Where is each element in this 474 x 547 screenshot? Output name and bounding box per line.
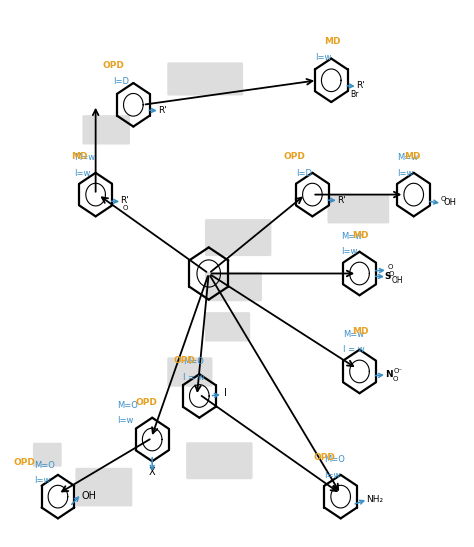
Text: OPD: OPD <box>103 61 125 70</box>
Text: M=w: M=w <box>343 330 364 339</box>
Text: I = w: I = w <box>343 345 365 354</box>
FancyBboxPatch shape <box>167 62 243 96</box>
Text: M=O: M=O <box>183 357 204 366</box>
Text: OH: OH <box>392 276 403 286</box>
Text: I=w: I=w <box>35 476 51 485</box>
Text: M=O: M=O <box>324 455 345 464</box>
Text: I=w: I=w <box>324 470 340 480</box>
Text: M=w: M=w <box>341 232 362 241</box>
Text: O: O <box>389 271 394 277</box>
FancyBboxPatch shape <box>75 468 132 507</box>
Text: I=w: I=w <box>117 416 133 425</box>
Text: M=w: M=w <box>74 153 96 162</box>
FancyBboxPatch shape <box>186 442 253 479</box>
Text: OH: OH <box>444 199 457 207</box>
Text: O: O <box>440 196 446 202</box>
Text: MD: MD <box>353 328 369 336</box>
Text: OPD: OPD <box>136 398 157 407</box>
Text: X: X <box>149 467 155 477</box>
Text: OPD: OPD <box>283 152 305 161</box>
Text: O⁻: O⁻ <box>393 368 402 374</box>
Text: R': R' <box>120 196 129 205</box>
Text: M=w: M=w <box>397 153 419 162</box>
Text: I=D: I=D <box>296 168 312 178</box>
Text: MD: MD <box>404 152 421 161</box>
Text: S: S <box>384 272 391 281</box>
Text: OPD: OPD <box>314 452 336 462</box>
Text: R': R' <box>337 196 346 205</box>
Text: I=D: I=D <box>114 77 129 86</box>
Text: I=w: I=w <box>341 247 357 257</box>
Text: O: O <box>392 376 398 382</box>
Text: O: O <box>388 264 393 270</box>
Text: I: I <box>224 388 227 398</box>
Text: O: O <box>123 205 128 211</box>
Text: MD: MD <box>71 152 88 161</box>
Text: R': R' <box>158 106 166 115</box>
Text: OH: OH <box>82 491 97 502</box>
Text: I=w: I=w <box>315 53 331 62</box>
Text: R': R' <box>356 82 365 90</box>
Text: OPD: OPD <box>13 458 35 467</box>
Text: I=w: I=w <box>74 168 91 178</box>
FancyBboxPatch shape <box>205 312 250 341</box>
Text: MD: MD <box>324 37 341 46</box>
FancyBboxPatch shape <box>205 219 272 256</box>
Text: N: N <box>385 370 393 379</box>
FancyBboxPatch shape <box>167 357 212 387</box>
Text: M=O: M=O <box>117 401 138 410</box>
Text: I = w: I = w <box>183 373 204 382</box>
FancyBboxPatch shape <box>205 272 262 301</box>
Text: NH₂: NH₂ <box>366 495 384 504</box>
Text: Br: Br <box>350 90 358 98</box>
Text: OPD: OPD <box>173 356 195 365</box>
Text: I=w: I=w <box>397 168 414 178</box>
Text: MD: MD <box>353 231 369 240</box>
FancyBboxPatch shape <box>33 443 62 467</box>
FancyBboxPatch shape <box>328 194 389 223</box>
FancyBboxPatch shape <box>82 115 130 144</box>
Text: M=O: M=O <box>35 461 55 470</box>
